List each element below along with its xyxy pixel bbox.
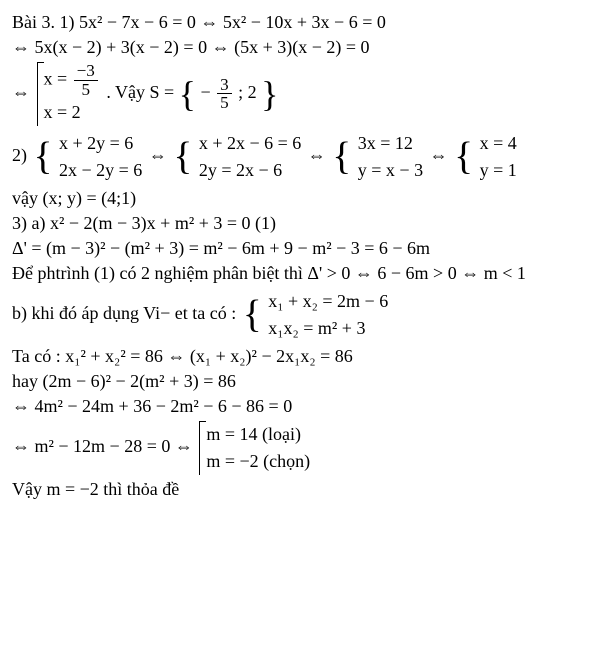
line-3: ⇔ x = −3 5 x = 2 . Vậy S = { − 3 5 ; 2 } xyxy=(12,62,590,126)
l3-c1a-pre: x = xyxy=(44,69,72,89)
l4-c2: y = x − 3 xyxy=(358,157,423,184)
l4-a2: 2x − 2y = 6 xyxy=(59,157,142,184)
l4-b1: x + 2x − 6 = 6 xyxy=(199,130,301,157)
line-13: ⇔ m² − 12m − 28 = 0 ⇔ m = 14 (loại) m = … xyxy=(12,421,590,475)
l3-set-close: } xyxy=(261,80,278,109)
l13-r2: m = −2 (chọn) xyxy=(206,448,310,475)
l3-pre: ⇔ xyxy=(12,82,35,102)
l9-sys: { x₁ + x₂ = 2m − 6 x₁x₂ = m² + 3 xyxy=(243,288,389,342)
l3-set-open: { xyxy=(179,80,196,109)
line-2: ⇔ 5x(x − 2) + 3(x − 2) = 0 ⇔ (5x + 3)(x … xyxy=(12,37,590,58)
l3-frac1-num: −3 xyxy=(74,62,98,81)
l13-r1: m = 14 (loại) xyxy=(206,421,310,448)
l3-c1b: x = 2 xyxy=(44,99,100,126)
line-1: Bài 3. 1) 5x² − 7x − 6 = 0 ⇔ 5x² − 10x +… xyxy=(12,12,590,33)
l4-sys-b: { x + 2x − 6 = 6 2y = 2x − 6 xyxy=(173,130,301,184)
l4-sys-c: { 3x = 12 y = x − 3 xyxy=(332,130,423,184)
l3-frac1-den: 5 xyxy=(74,81,98,99)
line-14: Vậy m = −2 thì thỏa đề xyxy=(12,479,590,500)
l4-sys-d: { x = 4 y = 1 xyxy=(454,130,517,184)
line-8: Để phtrình (1) có 2 nghiệm phân biệt thì… xyxy=(12,263,590,284)
arrow-2: ⇔ xyxy=(308,145,331,165)
l3-frac1: −3 5 xyxy=(74,62,98,99)
arrow-3: ⇔ xyxy=(430,145,453,165)
line-7: Δ' = (m − 3)² − (m² + 3) = m² − 6m + 9 −… xyxy=(12,238,590,259)
l3-set-num: 3 xyxy=(217,76,232,95)
l3-cases: x = −3 5 x = 2 xyxy=(37,62,100,126)
l3-set-frac: 3 5 xyxy=(217,76,232,113)
line-4: 2) { x + 2y = 6 2x − 2y = 6 ⇔ { x + 2x −… xyxy=(12,130,590,184)
l3-set-den: 5 xyxy=(217,94,232,112)
l13-pre: ⇔ m² − 12m − 28 = 0 ⇔ xyxy=(12,436,197,456)
line-5: vậy (x; y) = (4;1) xyxy=(12,188,590,209)
l3-set-neg: − xyxy=(200,82,210,102)
l9-r1: x₁ + x₂ = 2m − 6 xyxy=(268,288,388,315)
line-6: 3) a) x² − 2(m − 3)x + m² + 3 = 0 (1) xyxy=(12,213,590,234)
l4-d1: x = 4 xyxy=(480,130,517,157)
l3-set-rest: ; 2 xyxy=(238,82,257,102)
l9-r2: x₁x₂ = m² + 3 xyxy=(268,315,388,342)
line-11: hay (2m − 6)² − 2(m² + 3) = 86 xyxy=(12,371,590,392)
l9-pre: b) khi đó áp dụng Vi− et ta có : xyxy=(12,303,241,323)
l13-cases: m = 14 (loại) m = −2 (chọn) xyxy=(199,421,310,475)
l4-pre: 2) xyxy=(12,145,32,165)
l4-sys-a: { x + 2y = 6 2x − 2y = 6 xyxy=(34,130,143,184)
arrow-1: ⇔ xyxy=(149,145,172,165)
line-10: Ta có : x₁² + x₂² = 86 ⇔ (x₁ + x₂)² − 2x… xyxy=(12,346,590,367)
l4-d2: y = 1 xyxy=(480,157,517,184)
l4-b2: 2y = 2x − 6 xyxy=(199,157,301,184)
line-12: ⇔ 4m² − 24m + 36 − 2m² − 6 − 86 = 0 xyxy=(12,396,590,417)
l4-c1: 3x = 12 xyxy=(358,130,423,157)
l3-mid: . Vậy S = xyxy=(106,82,178,102)
l4-a1: x + 2y = 6 xyxy=(59,130,142,157)
line-9: b) khi đó áp dụng Vi− et ta có : { x₁ + … xyxy=(12,288,590,342)
